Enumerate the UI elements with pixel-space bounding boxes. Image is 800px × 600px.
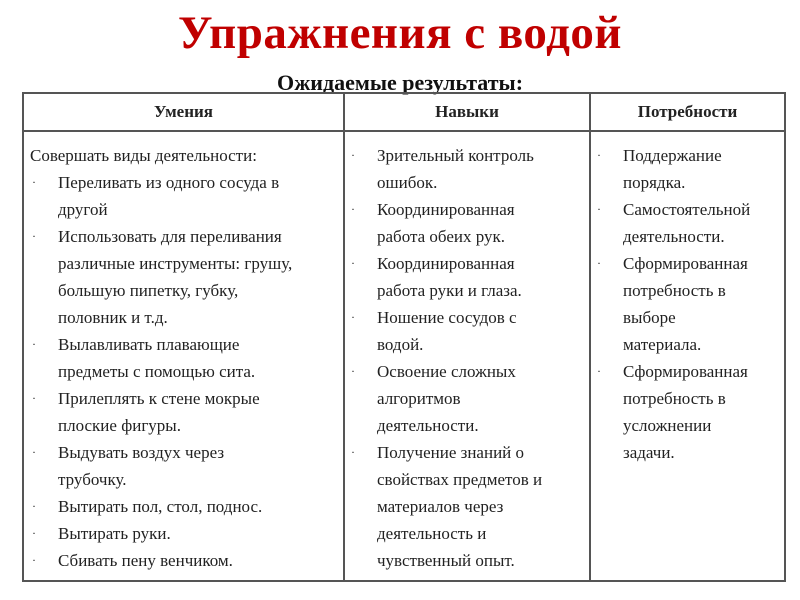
list-item-line: Ношение сосудов с: [377, 308, 517, 327]
list-item: · Самостоятельной деятельности.: [593, 196, 780, 250]
list-item-line: ошибок.: [377, 173, 438, 192]
list-item: · Поддержание порядка.: [593, 142, 780, 196]
list-item-line: порядка.: [623, 173, 686, 192]
list-item-line: свойствах предметов и: [377, 470, 543, 489]
header-skills: Умения: [22, 92, 345, 132]
list-item-line: выборе: [623, 308, 676, 327]
list-item-line: работа обеих рук.: [377, 227, 506, 246]
list-item-line: Координированная: [377, 200, 515, 219]
bullet-icon: ·: [351, 202, 355, 216]
list-item-line: Использовать для переливания: [58, 227, 282, 246]
bullet-icon: ·: [32, 391, 36, 405]
list-item: · Сформированная потребность в выборе матери…: [593, 250, 780, 358]
list-intro: Совершать виды деятельности:: [30, 146, 257, 165]
slide-title: Упражнения с водой: [178, 7, 622, 59]
bullet-icon: ·: [32, 337, 36, 351]
list-item: · Получение знаний о свойствах предметов и…: [347, 439, 585, 574]
bullet-icon: ·: [351, 445, 355, 459]
list-item: · Освоение сложных алгоритмов деятельности.: [347, 358, 585, 439]
list-item-line: Выдувать воздух через: [58, 443, 225, 462]
list-item-line: Освоение сложных: [377, 362, 516, 381]
list-item-line: Координированная: [377, 254, 515, 273]
bullet-icon: ·: [32, 499, 36, 513]
list-item-line: Переливать из одного сосуда в: [58, 173, 280, 192]
list-item-line: Поддержание: [623, 146, 722, 165]
slide-subtitle: Ожидаемые результаты:: [276, 70, 524, 95]
results-table: Умения Навыки Потребности Совершать виды…: [22, 92, 786, 582]
bullet-icon: ·: [597, 364, 601, 378]
list-item-line: Зрительный контроль: [377, 146, 534, 165]
bullet-icon: ·: [351, 310, 355, 324]
list-item-line: чувственный опыт.: [377, 551, 515, 570]
list-item: · Ношение сосудов с водой.: [347, 304, 585, 358]
list-item-line: потребность в: [623, 389, 726, 408]
list-item-line: материала.: [623, 335, 702, 354]
list-item-line: Сформированная: [623, 254, 748, 273]
table-body-row: Совершать виды деятельности: · Переливать …: [22, 130, 786, 582]
list-item-line: деятельности.: [623, 227, 725, 246]
list-item-line: материалов через: [377, 497, 504, 516]
bullet-icon: ·: [351, 364, 355, 378]
list-item-line: водой.: [377, 335, 424, 354]
table-header-row: Умения Навыки Потребности: [22, 92, 786, 132]
bullet-icon: ·: [32, 229, 36, 243]
cell-needs: · Поддержание порядка. · Самостоятельной деят…: [589, 130, 786, 582]
list-item: · Вытирать пол, стол, поднос.: [28, 493, 339, 520]
list-item-line: Вытирать пол, стол, поднос.: [58, 497, 263, 516]
list-item-line: работа руки и глаза.: [377, 281, 522, 300]
list-item-line: Вытирать руки.: [58, 524, 171, 543]
list-item: · Координированная работа обеих рук.: [347, 196, 585, 250]
list-item-line: усложнении: [623, 416, 712, 435]
list-item-line: другой: [58, 200, 108, 219]
list-item: · Переливать из одного сосуда в другой: [28, 169, 339, 223]
list-item-line: алгоритмов: [377, 389, 461, 408]
bullet-icon: ·: [351, 148, 355, 162]
list-item-line: Сбивать пену венчиком.: [58, 551, 233, 570]
cell-abilities: · Зрительный контроль ошибок. · Координирова…: [343, 130, 591, 582]
list-item: · Вылавливать плавающие предметы с помощью…: [28, 331, 339, 385]
bullet-icon: ·: [32, 526, 36, 540]
list-item: · Зрительный контроль ошибок.: [347, 142, 585, 196]
list-item-line: предметы с помощью сита.: [58, 362, 256, 381]
list-item: · Сбивать пену венчиком.: [28, 547, 339, 574]
list-item-line: Самостоятельной: [623, 200, 751, 219]
list-item-line: различные инструменты: грушу,: [58, 254, 293, 273]
list-item: · Вытирать руки.: [28, 520, 339, 547]
list-item-line: задачи.: [623, 443, 675, 462]
list-item-line: трубочку.: [58, 470, 127, 489]
list-item-line: деятельность и: [377, 524, 487, 543]
bullet-icon: ·: [32, 445, 36, 459]
list-item: · Выдувать воздух через трубочку.: [28, 439, 339, 493]
list-item-line: Сформированная: [623, 362, 748, 381]
header-needs: Потребности: [589, 92, 786, 132]
bullet-icon: ·: [32, 175, 36, 189]
list-item-line: большую пипетку, губку,: [58, 281, 239, 300]
list-item-line: деятельности.: [377, 416, 479, 435]
list-item: · Координированная работа руки и глаза.: [347, 250, 585, 304]
bullet-icon: ·: [351, 256, 355, 270]
bullet-icon: ·: [597, 148, 601, 162]
header-abilities: Навыки: [343, 92, 591, 132]
list-item: · Сформированная потребность в усложнении за…: [593, 358, 780, 466]
cell-skills: Совершать виды деятельности: · Переливать …: [22, 130, 345, 582]
bullet-icon: ·: [597, 256, 601, 270]
list-item-line: Вылавливать плавающие: [58, 335, 240, 354]
list-item-line: потребность в: [623, 281, 726, 300]
list-item-line: половник и т.д.: [58, 308, 168, 327]
list-item-line: Получение знаний о: [377, 443, 525, 462]
list-item: · Прилеплять к стене мокрые плоские фигуры…: [28, 385, 339, 439]
list-item-line: Прилеплять к стене мокрые: [58, 389, 260, 408]
bullet-icon: ·: [32, 553, 36, 567]
bullet-icon: ·: [597, 202, 601, 216]
list-item: · Использовать для переливания различные и…: [28, 223, 339, 331]
list-item-line: плоские фигуры.: [58, 416, 181, 435]
